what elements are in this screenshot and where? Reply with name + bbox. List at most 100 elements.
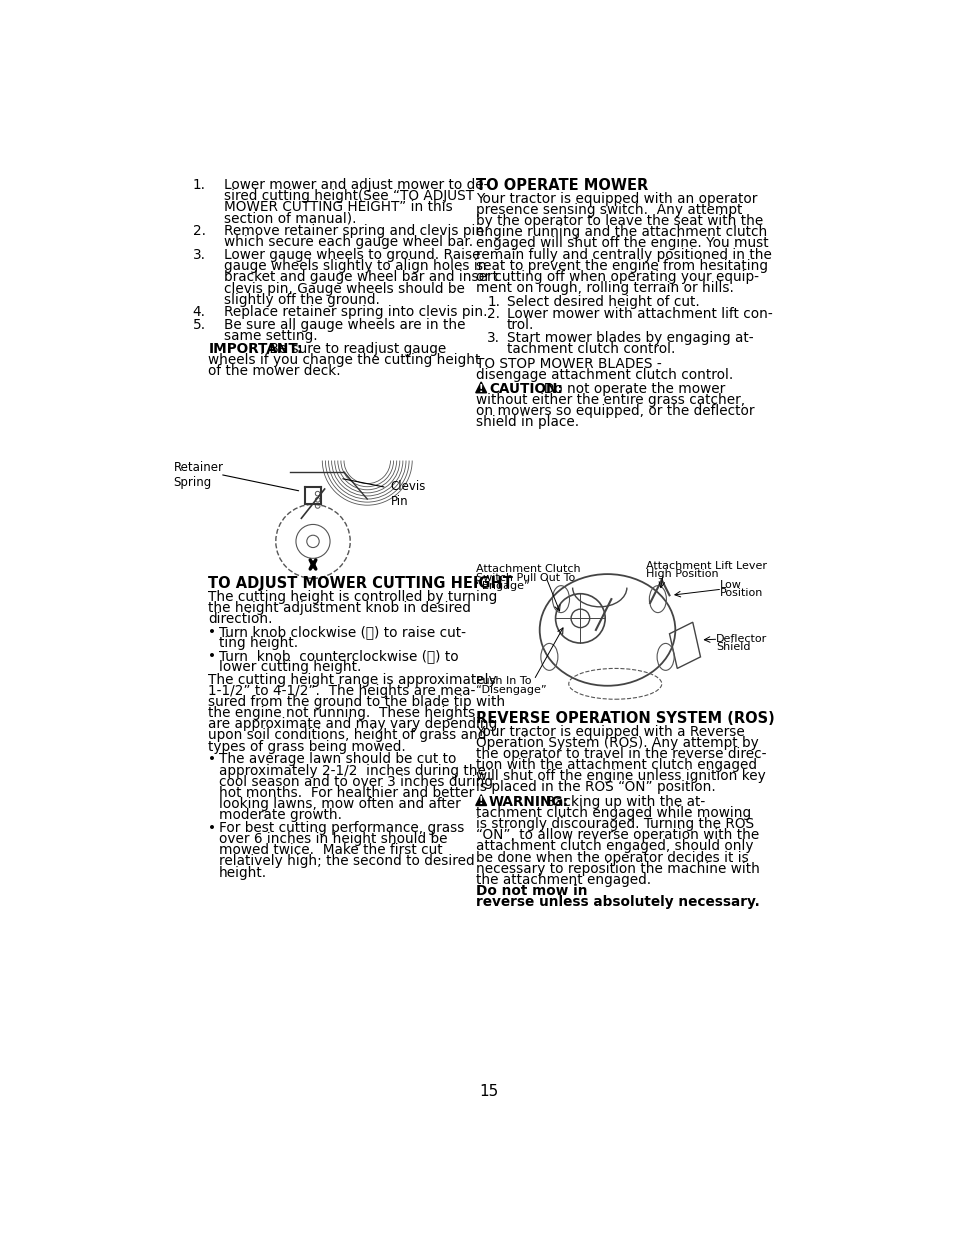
Text: Lower mower with attachment lift con-: Lower mower with attachment lift con- [506,307,772,321]
Text: Operation System (ROS). Any attempt by: Operation System (ROS). Any attempt by [476,736,758,750]
Text: WARNING:: WARNING: [488,794,568,809]
Text: direction.: direction. [208,612,273,626]
Text: mowed twice.  Make the first cut: mowed twice. Make the first cut [219,844,442,857]
Text: Switch Pull Out To: Switch Pull Out To [476,572,575,584]
Text: shield in place.: shield in place. [476,415,578,430]
Text: 1.: 1. [193,178,206,192]
Text: height.: height. [219,866,267,880]
Text: types of grass being mowed.: types of grass being mowed. [208,740,406,753]
Text: 3.: 3. [487,331,500,346]
Polygon shape [476,382,486,393]
Text: cool season and to over 3 inches during: cool season and to over 3 inches during [219,774,493,789]
Text: of the mower deck.: of the mower deck. [208,364,340,378]
Text: Lower mower and adjust mower to de-: Lower mower and adjust mower to de- [224,178,488,192]
Text: hot months.  For healthier and better: hot months. For healthier and better [219,786,474,800]
Text: Lower gauge wheels to ground. Raise: Lower gauge wheels to ground. Raise [224,248,480,261]
Text: lower cutting height.: lower cutting height. [219,660,361,674]
Text: Push In To: Push In To [476,676,531,686]
Text: TO STOP MOWER BLADES -: TO STOP MOWER BLADES - [476,357,660,370]
Text: Backing up with the at-: Backing up with the at- [537,794,704,809]
Text: “Disengage”: “Disengage” [476,685,546,695]
Text: without either the entire grass catcher,: without either the entire grass catcher, [476,393,744,408]
Text: •: • [208,649,216,663]
Text: upon soil conditions, height of grass and: upon soil conditions, height of grass an… [208,729,486,742]
Text: sured from the ground to the blade tip with: sured from the ground to the blade tip w… [208,695,505,709]
Text: MOWER CUTTING HEIGHT” in this: MOWER CUTTING HEIGHT” in this [224,201,452,214]
Text: Deflector: Deflector [716,634,766,644]
Text: 3.: 3. [193,248,206,261]
Text: Attachment Lift Lever: Attachment Lift Lever [645,560,766,571]
Text: moderate growth.: moderate growth. [219,808,342,823]
Text: slightly off the ground.: slightly off the ground. [224,292,379,307]
Text: on mowers so equipped, or the deflector: on mowers so equipped, or the deflector [476,404,754,419]
Text: tion with the attachment clutch engaged: tion with the attachment clutch engaged [476,758,756,772]
Text: relatively high; the second to desired: relatively high; the second to desired [219,855,475,869]
Text: be done when the operator decides it is: be done when the operator decides it is [476,850,748,865]
Text: 2.: 2. [193,224,206,238]
Text: same setting.: same setting. [224,330,317,343]
Text: Remove retainer spring and clevis pin: Remove retainer spring and clevis pin [224,224,483,238]
Text: TO OPERATE MOWER: TO OPERATE MOWER [476,178,647,193]
Text: remain fully and centrally positioned in the: remain fully and centrally positioned in… [476,248,771,261]
Text: will shut off the engine unless ignition key: will shut off the engine unless ignition… [476,769,764,783]
Text: sired cutting height(See “TO ADJUST: sired cutting height(See “TO ADJUST [224,190,474,203]
Text: •: • [208,624,216,639]
Text: section of manual).: section of manual). [224,212,356,225]
Text: necessary to reposition the machine with: necessary to reposition the machine with [476,861,759,876]
Text: wheels if you change the cutting height: wheels if you change the cutting height [208,353,480,367]
Text: tachment clutch control.: tachment clutch control. [506,342,675,357]
Text: disengage attachment clutch control.: disengage attachment clutch control. [476,368,732,382]
Text: ment on rough, rolling terrain or hills.: ment on rough, rolling terrain or hills. [476,281,733,295]
Text: IMPORTANT:: IMPORTANT: [208,342,302,356]
Text: “ON”, to allow reverse operation with the: “ON”, to allow reverse operation with th… [476,828,759,843]
Text: !: ! [478,384,483,394]
Text: The cutting height is controlled by turning: The cutting height is controlled by turn… [208,590,497,603]
Text: reverse unless absolutely necessary.: reverse unless absolutely necessary. [476,896,759,909]
Text: The average lawn should be cut to: The average lawn should be cut to [219,752,456,767]
Text: over 6 inches in height should be: over 6 inches in height should be [219,833,447,846]
Text: bracket and gauge wheel bar and insert: bracket and gauge wheel bar and insert [224,270,497,284]
Text: Do not mow in: Do not mow in [476,885,587,898]
Text: !: ! [478,797,483,807]
Text: 5.: 5. [193,318,206,332]
Text: Position: Position [720,589,762,598]
Text: •: • [208,752,216,767]
Text: 2.: 2. [487,307,500,321]
Text: 15: 15 [478,1084,498,1099]
Text: Your tractor is equipped with an operator: Your tractor is equipped with an operato… [476,192,757,206]
Text: REVERSE OPERATION SYSTEM (ROS): REVERSE OPERATION SYSTEM (ROS) [476,711,774,726]
Text: Clevis
Pin: Clevis Pin [390,479,425,508]
Text: presence sensing switch.  Any attempt: presence sensing switch. Any attempt [476,203,741,217]
Text: Replace retainer spring into clevis pin.: Replace retainer spring into clevis pin. [224,305,487,320]
Text: “Engage”: “Engage” [476,581,529,591]
Text: Start mower blades by engaging at-: Start mower blades by engaging at- [506,331,753,346]
Text: The cutting height range is approximately: The cutting height range is approximatel… [208,673,497,686]
Text: is strongly discouraged. Turning the ROS: is strongly discouraged. Turning the ROS [476,817,753,831]
Text: engine running and the attachment clutch: engine running and the attachment clutch [476,225,766,239]
Text: •: • [208,821,216,835]
Text: is placed in the ROS “ON” position.: is placed in the ROS “ON” position. [476,781,715,794]
Text: Select desired height of cut.: Select desired height of cut. [506,295,699,309]
Text: 1.: 1. [487,295,500,309]
Text: approximately 2-1/2  inches during the: approximately 2-1/2 inches during the [219,763,486,778]
Text: Turn  knob  counterclockwise (⌣) to: Turn knob counterclockwise (⌣) to [219,649,458,663]
Text: Shield: Shield [716,642,750,652]
Text: the engine not running.  These heights: the engine not running. These heights [208,706,476,720]
Text: the operator to travel in the reverse direc-: the operator to travel in the reverse di… [476,747,765,761]
Text: For best cutting performance, grass: For best cutting performance, grass [219,821,464,835]
Text: Turn knob clockwise (⌲) to raise cut-: Turn knob clockwise (⌲) to raise cut- [219,624,466,639]
Text: ting height.: ting height. [219,636,298,650]
Text: High Position: High Position [645,569,719,579]
Text: engaged will shut off the engine. You must: engaged will shut off the engine. You mu… [476,237,767,250]
Text: are approximate and may vary depending: are approximate and may vary depending [208,717,497,731]
Text: the height adjustment knob in desired: the height adjustment knob in desired [208,601,471,615]
Text: Be sure all gauge wheels are in the: Be sure all gauge wheels are in the [224,318,465,332]
Text: seat to prevent the engine from hesitating: seat to prevent the engine from hesitati… [476,259,767,273]
Text: 1-1/2” to 4-1/2”.  The heights are mea-: 1-1/2” to 4-1/2”. The heights are mea- [208,684,476,698]
Text: looking lawns, mow often and after: looking lawns, mow often and after [219,797,460,812]
Text: by the operator to leave the seat with the: by the operator to leave the seat with t… [476,214,762,228]
Text: gauge wheels slightly to align holes in: gauge wheels slightly to align holes in [224,259,486,273]
Text: Your tractor is equipped with a Reverse: Your tractor is equipped with a Reverse [476,725,743,738]
Text: Do not operate the mower: Do not operate the mower [535,382,725,396]
Text: the attachment engaged.: the attachment engaged. [476,872,650,887]
